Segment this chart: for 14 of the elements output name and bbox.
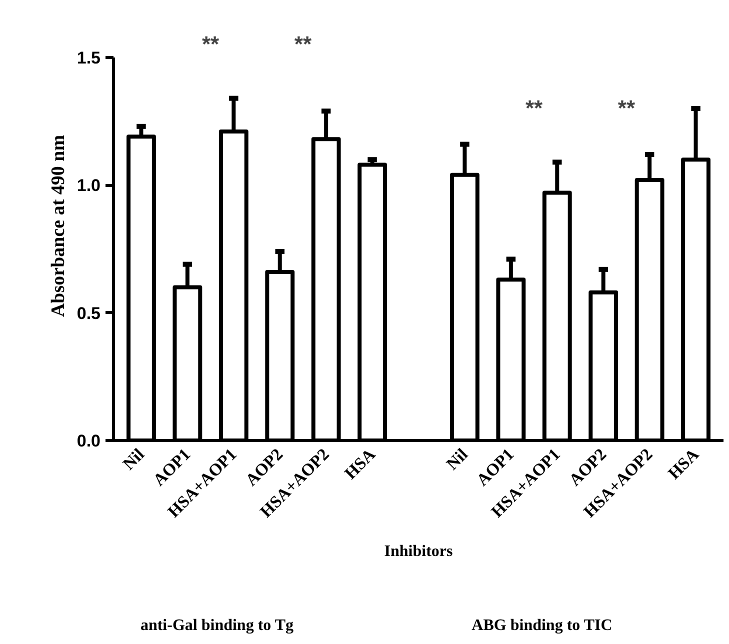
y-tick-label: 1.5 [76,48,101,68]
x-axis-title: Inhibitors [384,542,453,560]
annotation: ** [525,96,544,120]
text: anti-Gal binding to Tg [140,616,294,636]
y-tick-label: 0.5 [76,304,101,323]
x-tick-label: Nil [119,444,148,474]
text: ** [294,32,312,56]
y-tick-label: 1.0 [76,176,101,196]
x-tick-label: Nil [442,444,472,474]
y-axis-title: Absorbance at 490 nm [48,134,69,318]
y-tick-label: 0.0 [76,432,101,450]
text: ** [202,32,220,56]
text: ABG binding to TIC [472,616,612,636]
annotation: ** [618,96,636,120]
